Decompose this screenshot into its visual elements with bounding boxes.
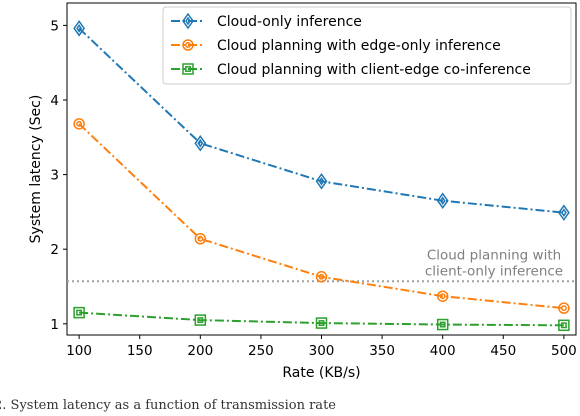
series-circle (73, 118, 570, 314)
series-diamond (73, 20, 570, 221)
data-point-marker (194, 233, 207, 245)
legend-marker (182, 12, 194, 30)
chart-container: Cloud planning with client-only inferenc… (28, 2, 577, 381)
legend: Cloud-only inference Cloud planning with … (162, 6, 572, 85)
data-point-marker (558, 302, 570, 314)
x-tick-label: 250 (248, 343, 274, 359)
legend-marker-inner (185, 42, 191, 48)
y-axis-title: System latency (Sec) (28, 95, 44, 244)
legend-label: Cloud planning with edge-only inference (217, 38, 501, 54)
legend-label: Cloud-only inference (217, 14, 362, 30)
data-point-marker-inner (439, 321, 446, 328)
reference-label-line1: Cloud planning with (427, 247, 561, 263)
series-line (78, 27, 564, 214)
x-tick-label: 150 (127, 343, 153, 359)
legend-label: Cloud planning with client-edge co-infer… (217, 62, 531, 78)
data-point-marker (73, 118, 85, 130)
x-tick-label: 450 (490, 343, 516, 359)
data-point-marker-inner (560, 322, 567, 329)
data-point-marker-inner (76, 120, 83, 127)
data-point-marker-inner (318, 273, 325, 280)
figure-caption: 2. System latency as a function of trans… (0, 398, 336, 413)
x-tick-label: 350 (369, 343, 395, 359)
reference-line-group: Cloud planning with client-only inferenc… (67, 247, 576, 283)
data-point-marker-inner (197, 138, 204, 148)
y-tick-label: 1 (50, 317, 59, 333)
x-tick-label: 500 (551, 343, 577, 359)
series-group (73, 20, 570, 332)
data-point-marker (315, 317, 328, 329)
data-point-marker-inner (318, 320, 325, 327)
legend-marker (182, 39, 194, 51)
legend-items: Cloud-only inference Cloud planning with … (171, 12, 531, 78)
data-point-marker-inner (439, 196, 446, 206)
data-point-marker-inner (197, 317, 204, 324)
x-tick-label: 300 (309, 343, 335, 359)
data-point-marker-inner (76, 24, 83, 33)
x-tick-label: 400 (430, 343, 456, 359)
axes-group: 100 150 200 250 300 350 400 450 500 1 2 3 4 5 (50, 18, 576, 359)
data-point-marker-inner (560, 208, 567, 217)
y-tick-label: 3 (50, 168, 59, 184)
data-point-marker (73, 20, 86, 37)
data-point-marker (557, 204, 570, 221)
legend-marker (182, 63, 194, 75)
legend-entry: Cloud planning with edge-only inference (171, 38, 501, 54)
data-point-marker-inner (318, 176, 325, 186)
x-tick-label: 100 (66, 343, 92, 359)
x-tick-label: 200 (187, 343, 213, 359)
data-point-marker (436, 318, 449, 331)
data-point-marker-inner (76, 309, 83, 316)
data-point-marker (558, 319, 570, 332)
data-point-marker (315, 173, 328, 190)
latency-chart: Cloud planning with client-only inferenc… (28, 2, 577, 381)
data-point-marker-inner (197, 235, 204, 242)
data-point-marker (436, 290, 449, 302)
reference-label-line2: client-only inference (425, 263, 563, 279)
series-line (79, 311, 564, 327)
legend-entry: Cloud-only inference (171, 12, 362, 30)
legend-box (162, 6, 572, 85)
data-point-marker (194, 134, 207, 152)
legend-entry: Cloud planning with client-edge co-infer… (171, 62, 531, 78)
y-tick-label: 4 (50, 93, 59, 109)
legend-marker-inner (185, 66, 191, 72)
data-point-marker-inner (439, 293, 446, 300)
series-line (78, 123, 564, 310)
data-point-marker (315, 271, 328, 283)
data-point-marker (73, 306, 85, 319)
data-point-marker (194, 314, 207, 326)
x-axis-title: Rate (KB/s) (282, 365, 360, 381)
series-square (73, 306, 570, 332)
y-tick-label: 2 (50, 242, 59, 258)
y-tick-label: 5 (50, 18, 59, 34)
data-point-marker (436, 192, 449, 209)
legend-marker-inner (185, 16, 191, 26)
data-point-marker-inner (560, 305, 567, 312)
